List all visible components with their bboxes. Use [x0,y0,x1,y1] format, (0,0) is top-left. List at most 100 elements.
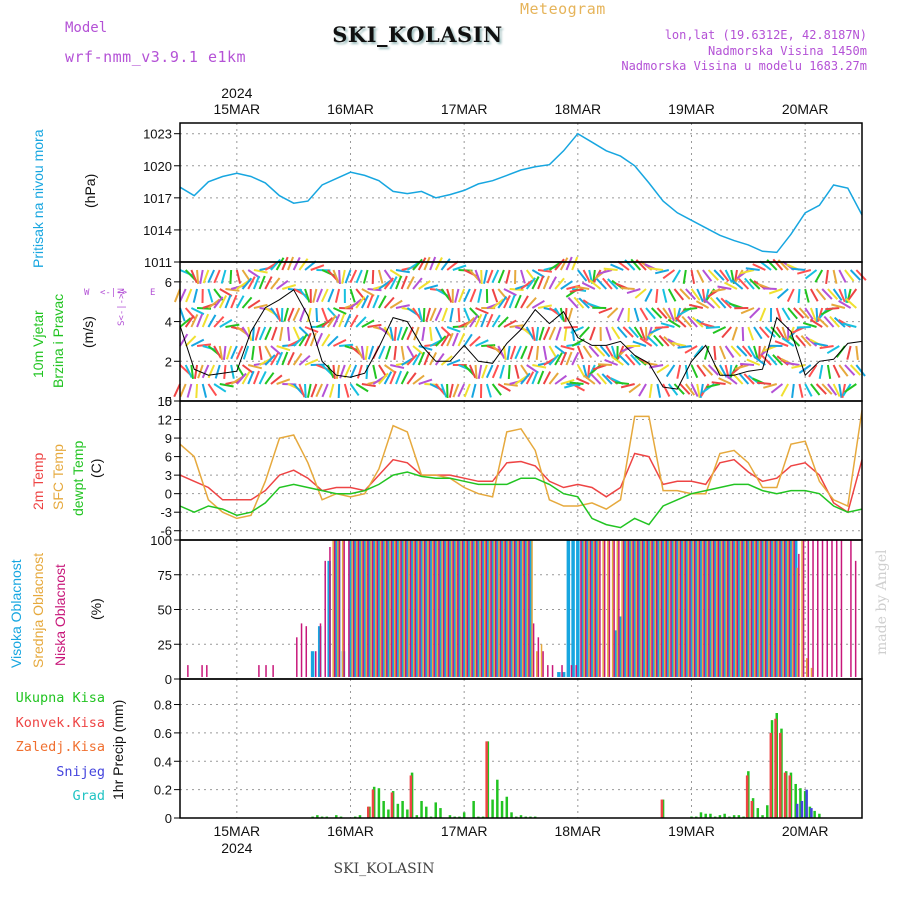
wind-barb [791,364,806,369]
wind-barb [700,322,715,328]
wind-barb [560,345,575,351]
day-label-bottom: 15MAR [213,823,260,839]
wind-barb [849,269,862,281]
wind-barb [734,364,749,370]
wind-barb [745,267,760,271]
wind-barb [276,279,289,290]
wind-barb [639,326,646,341]
wind-barb [847,288,858,301]
y-tick-label: 50 [158,603,172,618]
wind-barb [201,364,210,379]
y-tick-label: 0 [165,394,172,409]
compass-east: E [150,288,156,298]
wind-barb [772,258,784,271]
wind-barb [696,288,704,303]
wind-barb [660,322,675,328]
wind-barb [446,358,461,366]
wind-barb [570,326,584,334]
wind-barb [241,277,253,290]
wind-speed-line [179,289,863,390]
y-tick-label: 15 [158,394,172,409]
wind-barb [827,383,838,396]
wind-barb [491,298,505,309]
wind-barb [298,258,309,271]
wind-barb [617,345,625,360]
wind-barb [393,345,397,361]
wind-barb [548,372,559,385]
wind-barb [712,326,727,335]
wind-barb [441,307,449,322]
wind-barb [740,362,755,366]
wind-barb [270,277,281,290]
wind-barb [595,278,607,290]
wind-barb [560,378,575,385]
wind-barb [706,383,721,389]
wind-barb [258,370,267,385]
wind-barb [762,287,777,290]
wind-barb [434,383,446,396]
wind-barb [603,267,618,271]
wind-barb [654,326,669,329]
wind-barb [791,267,806,271]
wind-barb [630,354,642,366]
day-label-top: 20MAR [782,101,829,117]
wind-barb [610,263,624,271]
wind-barb [446,260,459,271]
wind-barb [844,364,856,376]
wind-barb [703,345,710,360]
wind-barb [258,275,266,290]
wind-barb [252,275,261,290]
wind-barb [831,303,846,309]
wind-barb [731,326,738,341]
wind-barb [434,353,445,366]
wind-barb [628,326,639,339]
wind-barb [520,279,533,290]
wind-barb [849,364,862,376]
wind-barb [264,354,276,366]
wind-barb [564,383,579,389]
wind-barb [207,269,216,284]
wind-barb [531,276,540,290]
wind-barb [385,345,392,360]
wind-barb [650,307,663,319]
wind-barb [235,295,245,309]
wind-barb [578,326,590,338]
wind-barb [190,307,205,316]
wind-barb [213,269,221,284]
wind-barb [781,326,788,341]
wind-barb [525,277,536,290]
wind-barb [844,383,857,393]
wind-barb [201,383,208,398]
wind-barb [418,345,433,351]
wind-barb [815,307,819,323]
wind-barb [219,383,234,388]
wind-barb [627,307,630,323]
wind-barb [321,333,331,347]
wind-barb [372,364,378,379]
wind-barb [781,337,795,347]
location-line: Nadmorska Visina 1450m [708,43,867,58]
wind-barb [190,269,198,284]
wind-barb [196,343,212,347]
wind-barb [448,383,454,398]
footer-station: SKI_KOLASIN [333,861,435,877]
wind-barb [665,364,676,378]
wind-barb [702,269,713,282]
precip-legend: Ukupna Kisa Konvek.Kisa Zaledj.Kisa Snij… [5,686,105,809]
wind-barb [362,269,369,284]
wind-barb [242,345,250,360]
wind-barb [418,280,431,290]
wind-barb [306,383,312,398]
wind-barb [475,307,489,315]
wind-barb [809,318,823,328]
wind-barb [292,335,305,347]
wind-barb [184,364,193,379]
wind-barb [195,383,199,399]
wind-barb [548,261,562,271]
wind-barb [417,257,427,271]
wind-barb [315,332,324,347]
wind-barb [457,383,466,398]
y-tick-label: 12 [158,413,172,428]
wind-barb [829,315,841,328]
wind-barb [361,319,375,328]
